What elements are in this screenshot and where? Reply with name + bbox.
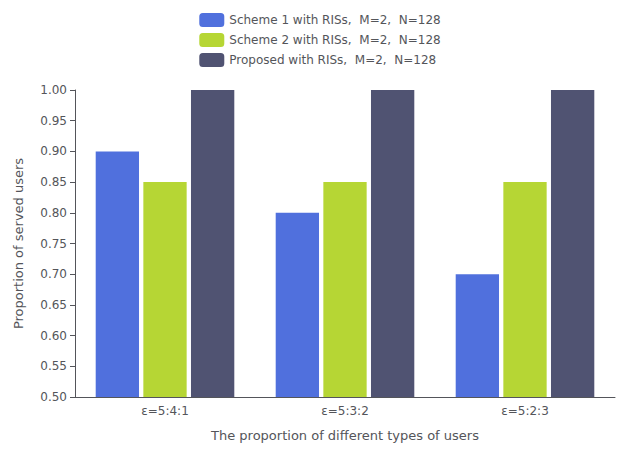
svg-text:Scheme 1 with RISs, M=2, N=1: Scheme 1 with RISs, M=2, N=128 bbox=[229, 13, 440, 27]
svg-text:Proposed with RISs, M=2, N=1: Proposed with RISs, M=2, N=128 bbox=[229, 53, 436, 67]
svg-text:Proportion of served users: Proportion of served users bbox=[11, 158, 26, 329]
svg-text:Scheme 2 with RISs, M=2, N=1: Scheme 2 with RISs, M=2, N=128 bbox=[229, 33, 440, 47]
svg-text:0.50: 0.50 bbox=[40, 390, 67, 404]
svg-text:The proportion of different ty: The proportion of different types of use… bbox=[210, 428, 479, 443]
svg-text:ε=5:4:1: ε=5:4:1 bbox=[141, 404, 189, 418]
svg-text:1.00: 1.00 bbox=[40, 83, 67, 97]
svg-text:0.95: 0.95 bbox=[40, 114, 67, 128]
svg-text:0.70: 0.70 bbox=[40, 267, 67, 281]
svg-text:0.80: 0.80 bbox=[40, 206, 67, 220]
svg-text:0.85: 0.85 bbox=[40, 175, 67, 189]
svg-text:0.60: 0.60 bbox=[40, 329, 67, 343]
svg-text:ε=5:3:2: ε=5:3:2 bbox=[321, 404, 369, 418]
svg-text:ε=5:2:3: ε=5:2:3 bbox=[501, 404, 549, 418]
svg-text:0.75: 0.75 bbox=[40, 237, 67, 251]
svg-text:0.55: 0.55 bbox=[40, 359, 67, 373]
svg-text:0.65: 0.65 bbox=[40, 298, 67, 312]
svg-text:0.90: 0.90 bbox=[40, 144, 67, 158]
